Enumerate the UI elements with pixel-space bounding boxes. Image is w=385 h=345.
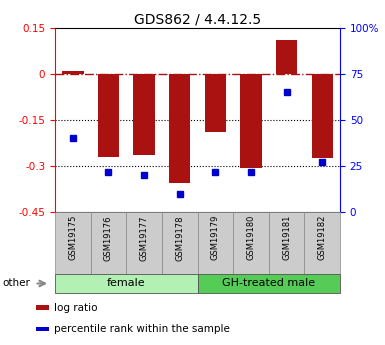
Text: log ratio: log ratio [54,303,97,313]
Bar [311,74,333,158]
Text: GSM19178: GSM19178 [175,215,184,260]
Bar [269,212,305,274]
Bar [133,74,155,155]
Text: GSM19177: GSM19177 [139,215,149,260]
Text: GSM19179: GSM19179 [211,215,220,260]
Title: GDS862 / 4.4.12.5: GDS862 / 4.4.12.5 [134,13,261,27]
Bar [126,212,162,274]
Bar [305,212,340,274]
Text: other: other [2,278,30,288]
Text: percentile rank within the sample: percentile rank within the sample [54,324,230,334]
Text: GSM19175: GSM19175 [68,215,77,260]
Bar [276,40,297,74]
Text: GH-treated male: GH-treated male [222,278,315,288]
Bar [90,212,126,274]
Bar [98,74,119,157]
Bar [62,71,84,74]
Bar [162,212,198,274]
Text: GSM19180: GSM19180 [246,215,255,260]
Bar [240,74,262,168]
Bar [204,74,226,132]
Bar [36,327,49,332]
Bar [55,212,90,274]
Text: female: female [107,278,146,288]
Bar [198,274,340,293]
Bar [233,212,269,274]
Text: GSM19181: GSM19181 [282,215,291,260]
Bar [55,274,198,293]
Bar [169,74,190,183]
Bar [198,212,233,274]
Text: GSM19182: GSM19182 [318,215,327,260]
Text: GSM19176: GSM19176 [104,215,113,260]
Bar [36,305,49,310]
